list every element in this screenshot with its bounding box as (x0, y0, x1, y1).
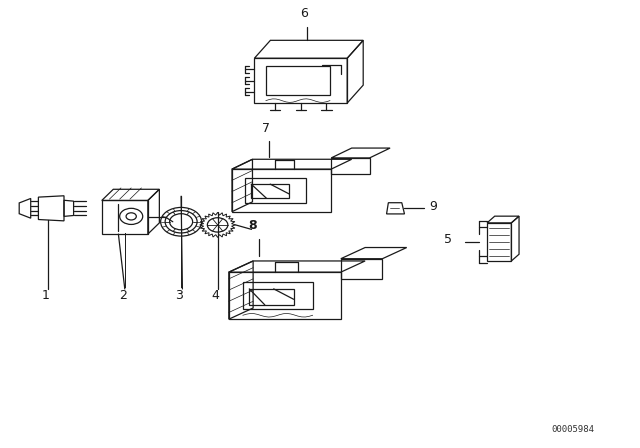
Text: 9: 9 (429, 199, 436, 213)
Text: 3: 3 (175, 289, 183, 302)
Text: 4: 4 (212, 289, 220, 302)
Text: 5: 5 (444, 233, 452, 246)
Text: 00005984: 00005984 (551, 425, 595, 434)
Text: 2: 2 (119, 289, 127, 302)
Text: 7: 7 (262, 121, 269, 134)
Text: 6: 6 (300, 7, 308, 20)
Text: 1: 1 (42, 289, 50, 302)
Text: 8: 8 (248, 219, 257, 232)
